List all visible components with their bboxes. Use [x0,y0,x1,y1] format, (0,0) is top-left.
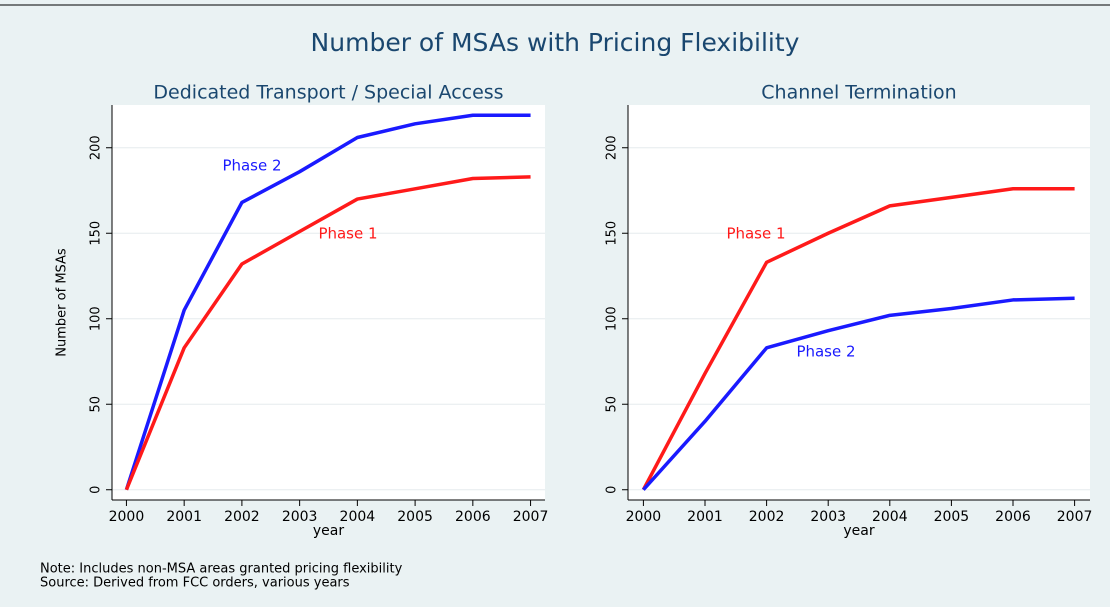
series-label: Phase 2 [222,157,281,175]
series-label: Phase 2 [796,343,855,361]
x-tick-label: 2004 [340,509,376,525]
y-tick-label: 150 [605,221,620,246]
x-axis-label: year [843,523,874,539]
x-tick-label: 2004 [872,509,908,525]
y-tick-label: 0 [605,486,620,494]
y-tick-label: 200 [89,135,104,160]
x-tick-label: 2002 [224,509,260,525]
y-tick-label: 150 [89,221,104,246]
series-line [124,175,531,491]
x-tick-label: 2006 [995,509,1031,525]
source: Source: Derived from FCC orders, various… [40,576,350,591]
plot-area [112,105,545,500]
series-label: Phase 1 [318,225,377,243]
y-axis-label: Number of MSAs [55,248,70,357]
x-tick-label: 2003 [810,509,846,525]
x-tick-label: 2005 [397,509,433,525]
y-tick-label: 50 [605,396,620,413]
plot-area [628,105,1090,500]
y-tick-label: 200 [605,135,620,160]
panel-title: Dedicated Transport / Special Access [153,82,503,104]
x-tick-label: 2001 [166,509,202,525]
y-tick-label: 0 [89,486,104,494]
x-tick-label: 2003 [282,509,318,525]
series-line [124,113,531,491]
y-tick-label: 50 [89,396,104,413]
x-tick-label: 2006 [455,509,491,525]
y-tick-label: 100 [605,306,620,331]
panel-title: Channel Termination [761,82,956,104]
x-tick-label: 2005 [934,509,970,525]
x-tick-label: 2002 [749,509,785,525]
note: Note: Includes non-MSA areas granted pri… [40,562,403,577]
figure-title: Number of MSAs with Pricing Flexibility [311,28,800,57]
x-tick-label: 2001 [687,509,723,525]
x-tick-label: 2000 [626,509,662,525]
series-label: Phase 1 [726,225,785,243]
series-line [641,187,1075,491]
x-axis-label: year [313,523,344,539]
y-tick-label: 100 [89,306,104,331]
x-tick-label: 2007 [513,509,549,525]
series-line [642,296,1075,491]
x-tick-label: 2000 [109,509,145,525]
x-tick-label: 2007 [1057,509,1093,525]
